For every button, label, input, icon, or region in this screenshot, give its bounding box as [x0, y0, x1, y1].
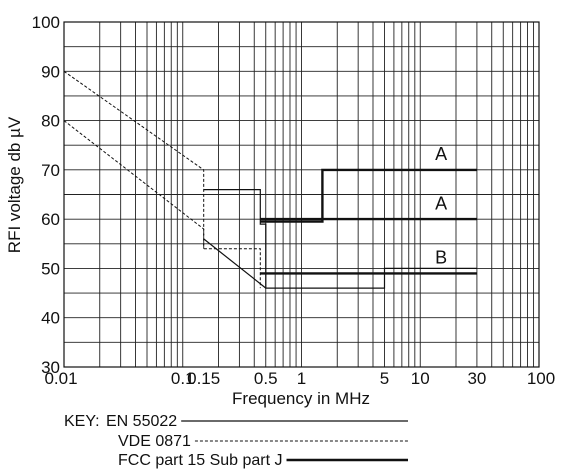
x-tick-label: 1: [297, 369, 306, 388]
legend-entry-label: FCC part 15 Sub part J: [118, 452, 283, 469]
x-tick-label: 100: [527, 369, 555, 388]
y-tick-label: 60: [41, 210, 60, 229]
y-tick-label: 70: [41, 161, 60, 180]
y-tick-label: 30: [41, 358, 60, 377]
tick-labels: 30 40 50 60 70 80 90 100 0.01 0.10.15 0.5 1 5 10 30 100: [32, 13, 556, 388]
series-annotation-0: A: [435, 144, 447, 164]
y-axis-label: RFI voltage db µV: [5, 116, 24, 253]
series-line-thin-0: [203, 189, 477, 289]
series-lines: [63, 70, 477, 289]
plot-frame: [63, 21, 540, 368]
series-annotation-2: B: [435, 248, 447, 268]
series-line-thick-4: [260, 168, 477, 223]
y-tick-label: 50: [41, 259, 60, 278]
legend: KEY: EN 55022 VDE 0871 FCC part 15 Sub par…: [64, 413, 408, 469]
y-tick-label: 40: [41, 309, 60, 328]
y-tick-label: 100: [32, 13, 60, 32]
legend-prefix: KEY:: [64, 413, 100, 430]
x-tick-label: 10: [411, 369, 430, 388]
series-line-thin-1: [203, 238, 267, 289]
x-axis-label: Frequency in MHz: [232, 389, 370, 408]
x-tick-label: 0.15: [187, 369, 220, 388]
legend-entry-label: VDE 0871: [118, 433, 191, 450]
x-tick-label: 30: [467, 369, 486, 388]
x-tick-label: 0.01: [44, 369, 77, 388]
y-tick-label: 80: [41, 112, 60, 131]
series-line-dashed-2: [63, 70, 261, 289]
series-annotations: A A B: [435, 144, 447, 268]
series-line-dashed-3: [63, 120, 205, 249]
grid: [63, 21, 540, 368]
legend-entry-label: EN 55022: [106, 413, 177, 430]
y-tick-label: 90: [41, 62, 60, 81]
x-tick-label: 0.1: [171, 369, 195, 388]
x-tick-label: 5: [380, 369, 389, 388]
series-annotation-1: A: [435, 193, 447, 213]
x-tick-label: 0.5: [254, 369, 278, 388]
